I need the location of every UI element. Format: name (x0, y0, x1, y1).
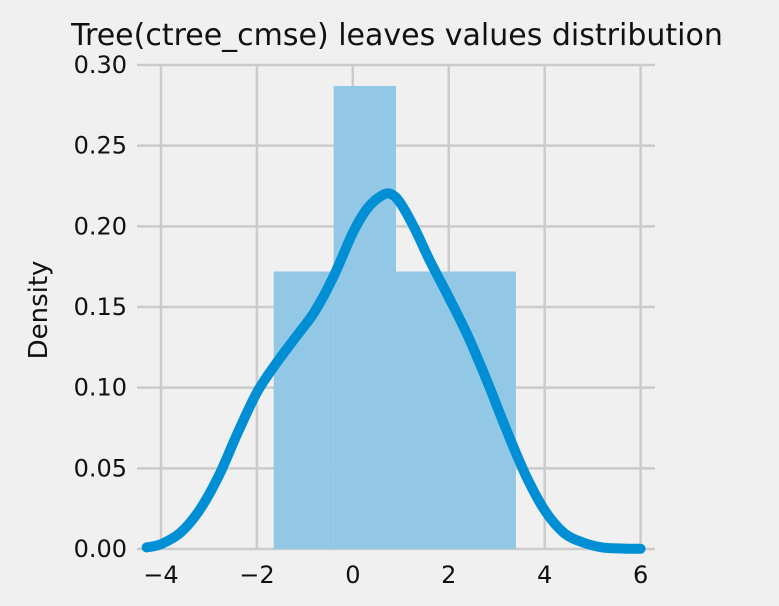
y-tick-label: 0.20 (74, 212, 127, 240)
histogram-bar (333, 85, 396, 550)
chart-title: Tree(ctree_cmse) leaves values distribut… (70, 18, 723, 53)
x-tick-label: −2 (239, 561, 274, 589)
x-tick-label: 2 (441, 561, 456, 589)
y-tick-label: 0.05 (74, 454, 127, 482)
y-tick-label: 0.10 (74, 374, 127, 402)
y-tick-label: 0.25 (74, 132, 127, 160)
x-tick-label: −4 (143, 561, 178, 589)
y-tick-label: 0.00 (74, 535, 127, 563)
x-tick-label: 4 (537, 561, 552, 589)
y-tick-label: 0.30 (74, 51, 127, 79)
kde-line (141, 188, 646, 554)
x-tick-label: 0 (345, 561, 360, 589)
histogram-bar (273, 271, 334, 549)
y-axis-label: Density (24, 261, 54, 360)
kde-curve (141, 188, 646, 554)
x-axis-ticks: −4 −2 0 2 4 6 (143, 561, 648, 589)
x-tick-label: 6 (633, 561, 648, 589)
y-tick-label: 0.15 (74, 293, 127, 321)
y-axis-ticks: 0.00 0.05 0.10 0.15 0.20 0.25 0.30 (74, 51, 127, 563)
